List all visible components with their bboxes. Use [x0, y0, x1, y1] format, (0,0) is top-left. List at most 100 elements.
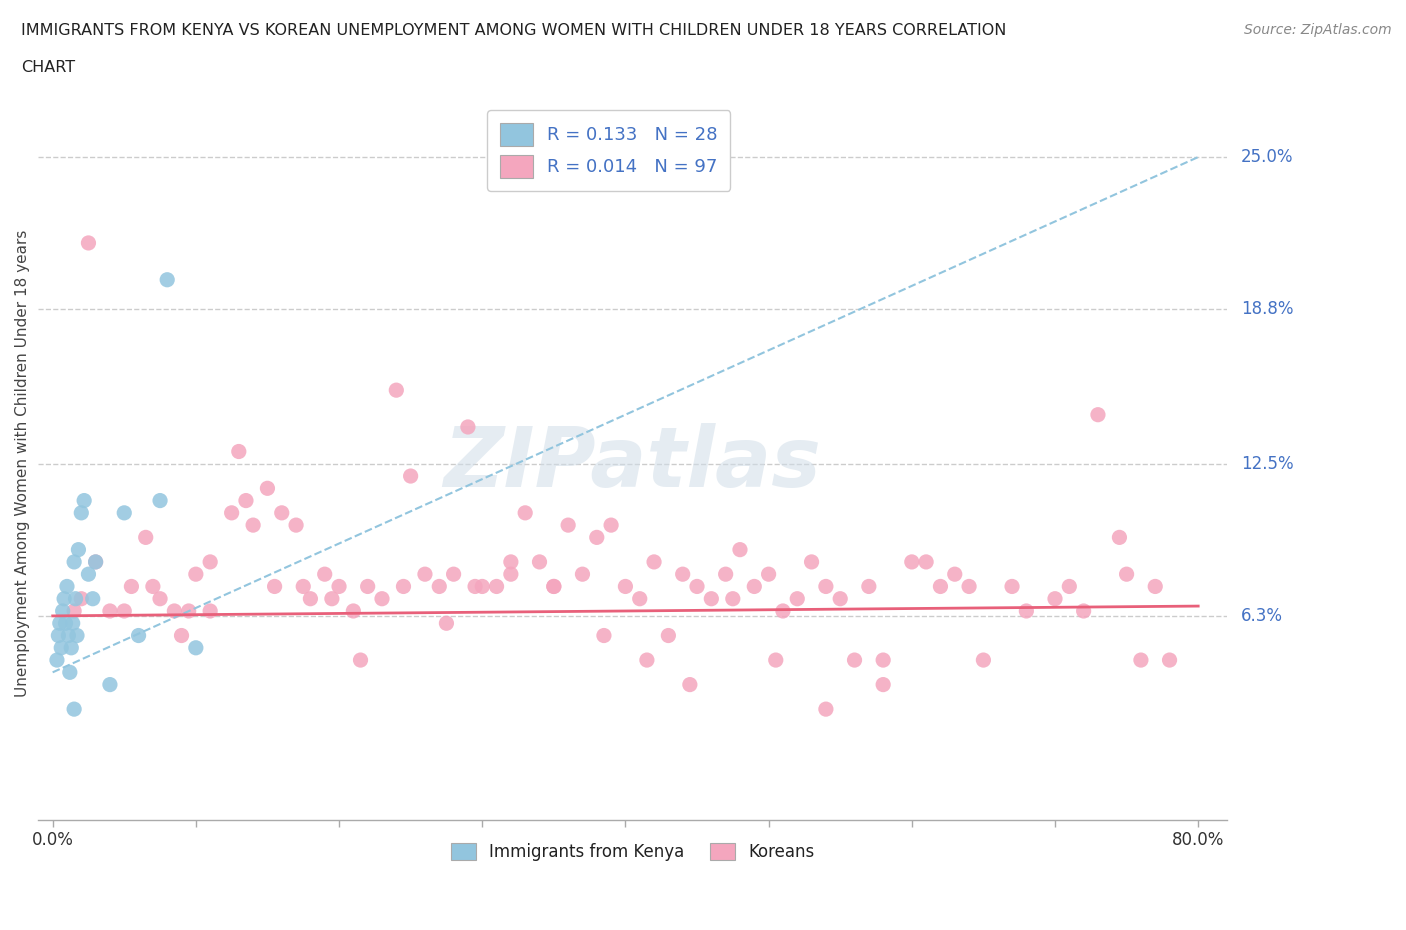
- Point: [786, 591, 808, 606]
- Point: [628, 591, 651, 606]
- Point: [721, 591, 744, 606]
- Point: [872, 677, 894, 692]
- Point: [63, 702, 86, 717]
- Point: [328, 579, 350, 594]
- Point: [48, 628, 70, 643]
- Point: [357, 579, 380, 594]
- Point: [56, 579, 79, 594]
- Point: [943, 566, 966, 581]
- Point: [957, 579, 980, 594]
- Point: [1159, 653, 1181, 668]
- Point: [457, 419, 479, 434]
- Point: [858, 579, 880, 594]
- Point: [270, 505, 292, 520]
- Text: 18.8%: 18.8%: [1241, 300, 1294, 318]
- Point: [758, 566, 780, 581]
- Point: [679, 677, 702, 692]
- Text: 6.3%: 6.3%: [1241, 607, 1284, 625]
- Point: [742, 579, 765, 594]
- Point: [177, 604, 200, 618]
- Point: [63, 554, 86, 569]
- Point: [399, 469, 422, 484]
- Point: [1144, 579, 1167, 594]
- Point: [63, 604, 86, 618]
- Point: [471, 579, 494, 594]
- Point: [135, 530, 157, 545]
- Point: [814, 702, 837, 717]
- Point: [499, 566, 522, 581]
- Point: [65, 591, 87, 606]
- Point: [142, 579, 165, 594]
- Point: [371, 591, 394, 606]
- Point: [120, 579, 142, 594]
- Point: [499, 554, 522, 569]
- Text: ZIPatlas: ZIPatlas: [444, 423, 821, 504]
- Point: [413, 566, 436, 581]
- Point: [149, 591, 172, 606]
- Point: [46, 653, 69, 668]
- Point: [128, 628, 150, 643]
- Point: [228, 444, 250, 458]
- Point: [728, 542, 751, 557]
- Legend: Immigrants from Kenya, Koreans: Immigrants from Kenya, Koreans: [444, 837, 821, 868]
- Point: [1043, 591, 1066, 606]
- Point: [672, 566, 695, 581]
- Point: [51, 641, 73, 656]
- Point: [686, 579, 709, 594]
- Point: [714, 566, 737, 581]
- Point: [82, 591, 104, 606]
- Point: [60, 641, 83, 656]
- Point: [73, 493, 96, 508]
- Point: [299, 591, 322, 606]
- Point: [112, 604, 135, 618]
- Point: [872, 653, 894, 668]
- Point: [349, 653, 371, 668]
- Point: [600, 518, 623, 533]
- Point: [443, 566, 465, 581]
- Point: [221, 505, 243, 520]
- Point: [285, 518, 308, 533]
- Y-axis label: Unemployment Among Women with Children Under 18 years: Unemployment Among Women with Children U…: [15, 230, 30, 698]
- Point: [972, 653, 994, 668]
- Point: [571, 566, 593, 581]
- Point: [643, 554, 665, 569]
- Point: [70, 505, 93, 520]
- Text: IMMIGRANTS FROM KENYA VS KOREAN UNEMPLOYMENT AMONG WOMEN WITH CHILDREN UNDER 18 : IMMIGRANTS FROM KENYA VS KOREAN UNEMPLOY…: [21, 23, 1007, 38]
- Point: [321, 591, 343, 606]
- Point: [163, 604, 186, 618]
- Point: [1059, 579, 1081, 594]
- Text: 25.0%: 25.0%: [1241, 148, 1294, 166]
- Point: [614, 579, 637, 594]
- Point: [67, 542, 90, 557]
- Point: [1115, 566, 1137, 581]
- Point: [84, 554, 107, 569]
- Point: [772, 604, 794, 618]
- Point: [62, 616, 84, 631]
- Point: [1073, 604, 1095, 618]
- Point: [700, 591, 723, 606]
- Point: [915, 554, 938, 569]
- Point: [543, 579, 565, 594]
- Point: [765, 653, 787, 668]
- Point: [77, 566, 100, 581]
- Point: [55, 616, 77, 631]
- Point: [49, 616, 72, 631]
- Point: [485, 579, 508, 594]
- Point: [292, 579, 315, 594]
- Point: [800, 554, 823, 569]
- Point: [156, 272, 179, 287]
- Point: [112, 505, 135, 520]
- Point: [543, 579, 565, 594]
- Point: [98, 677, 121, 692]
- Point: [636, 653, 658, 668]
- Point: [77, 235, 100, 250]
- Point: [70, 591, 93, 606]
- Point: [844, 653, 866, 668]
- Point: [557, 518, 579, 533]
- Point: [1108, 530, 1130, 545]
- Point: [184, 566, 207, 581]
- Text: CHART: CHART: [21, 60, 75, 75]
- Point: [149, 493, 172, 508]
- Point: [235, 493, 257, 508]
- Point: [657, 628, 679, 643]
